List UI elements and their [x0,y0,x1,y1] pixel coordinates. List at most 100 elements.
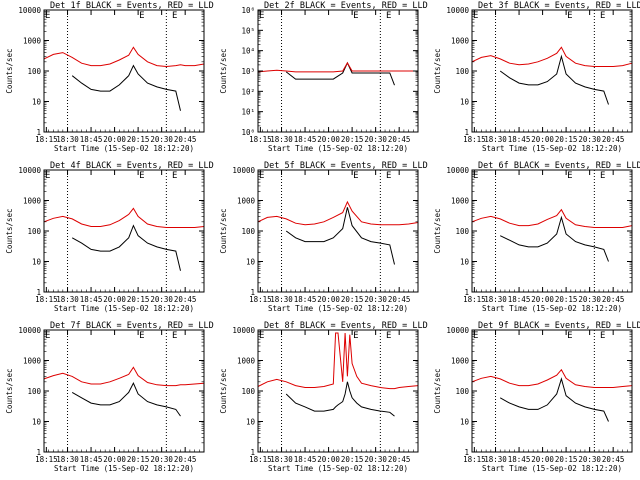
y-tick-label: 10⁰ [241,128,255,137]
x-tick-label: 20:00 [317,135,340,144]
x-tick-label: 20:15 [555,455,578,464]
y-axis-label: Counts/sec [5,368,14,413]
x-axis-label: Start Time (15-Sep-02 18:12:20) [268,304,408,313]
y-tick-label: 10² [241,87,255,96]
x-tick-label: 20:15 [341,295,364,304]
y-tick-label: 10 [32,258,42,267]
corner-mark: E [386,11,391,21]
corner-mark: E [259,171,264,181]
x-tick-label: 20:45 [602,455,625,464]
corner-mark: E [259,11,264,21]
lld-series-line [43,207,205,228]
x-tick-label: 18:15 [35,455,58,464]
lld-series-line [257,332,419,390]
y-tick-label: 10³ [241,67,255,76]
x-tick-label: 20:15 [555,135,578,144]
x-tick-label: 18:45 [508,135,531,144]
x-tick-label: 20:45 [174,135,197,144]
y-tick-label: 1000 [23,357,42,366]
lld-series-line [471,46,633,67]
y-tick-label: 10 [460,258,470,267]
y-tick-label: 1 [250,448,255,457]
corner-mark: E [567,331,572,341]
x-tick-label: 20:30 [364,295,387,304]
x-tick-label: 18:30 [484,455,507,464]
y-axis-label: Counts/sec [433,48,442,93]
x-tick-label: 20:30 [150,135,173,144]
x-tick-label: 20:30 [150,455,173,464]
x-tick-label: 18:15 [249,135,272,144]
x-tick-label: 20:00 [103,295,126,304]
corner-mark: E [45,171,50,181]
corner-mark: E [172,331,177,341]
x-tick-label: 18:30 [270,455,293,464]
x-tick-label: 20:15 [555,295,578,304]
events-series-line [71,382,181,417]
x-axis-label: Start Time (15-Sep-02 18:12:20) [268,144,408,153]
lld-series-line [43,366,205,387]
x-tick-label: 20:30 [364,135,387,144]
y-tick-label: 1000 [237,197,256,206]
lld-series-line [43,46,205,68]
corner-mark: E [139,171,144,181]
y-tick-label: 10⁶ [241,6,255,15]
x-axis-label: Start Time (15-Sep-02 18:12:20) [54,304,194,313]
x-tick-label: 18:45 [508,455,531,464]
x-tick-label: 20:45 [602,295,625,304]
y-tick-label: 1 [464,448,469,457]
y-tick-label: 100 [455,227,469,236]
y-axis-label: Counts/sec [219,368,228,413]
x-axis-label: Start Time (15-Sep-02 18:12:20) [54,464,194,473]
corner-mark: E [567,171,572,181]
x-tick-label: 20:45 [388,455,411,464]
corner-mark: E [172,171,177,181]
x-tick-label: 18:30 [270,295,293,304]
x-tick-label: 20:15 [341,455,364,464]
x-tick-label: 18:15 [35,295,58,304]
y-tick-label: 1000 [451,357,470,366]
y-tick-label: 10 [246,258,256,267]
corner-mark: E [600,331,605,341]
x-tick-label: 18:45 [80,295,103,304]
x-tick-label: 18:45 [294,455,317,464]
y-tick-label: 1 [250,288,255,297]
y-tick-label: 100 [455,67,469,76]
x-tick-label: 20:15 [127,135,150,144]
y-tick-label: 10¹ [241,108,255,117]
y-tick-label: 10 [32,98,42,107]
y-tick-label: 10000 [446,326,469,335]
x-tick-label: 20:45 [174,455,197,464]
x-tick-label: 20:00 [317,295,340,304]
panel-title: Det 7f BLACK = Events, RED = LLD [50,321,214,331]
x-tick-label: 18:45 [80,135,103,144]
y-tick-label: 10 [32,418,42,427]
y-tick-label: 1 [36,288,41,297]
lld-series-line [257,61,418,73]
x-tick-label: 20:30 [364,455,387,464]
x-tick-label: 20:15 [127,295,150,304]
corner-mark: E [353,11,358,21]
x-tick-label: 18:30 [56,455,79,464]
x-tick-label: 20:00 [531,135,554,144]
events-series-line [285,381,395,417]
panel-title: Det 8f BLACK = Events, RED = LLD [264,321,428,331]
x-tick-label: 18:15 [35,135,58,144]
corner-mark: E [139,331,144,341]
y-tick-label: 1 [464,288,469,297]
x-tick-label: 18:15 [249,295,272,304]
events-series-line [499,54,609,105]
y-tick-label: 100 [455,387,469,396]
x-axis-label: Start Time (15-Sep-02 18:12:20) [54,144,194,153]
y-tick-label: 1 [36,128,41,137]
x-tick-label: 18:30 [484,295,507,304]
x-tick-label: 18:15 [463,135,486,144]
x-tick-label: 20:00 [103,135,126,144]
panel-title: Det 3f BLACK = Events, RED = LLD [478,1,640,11]
